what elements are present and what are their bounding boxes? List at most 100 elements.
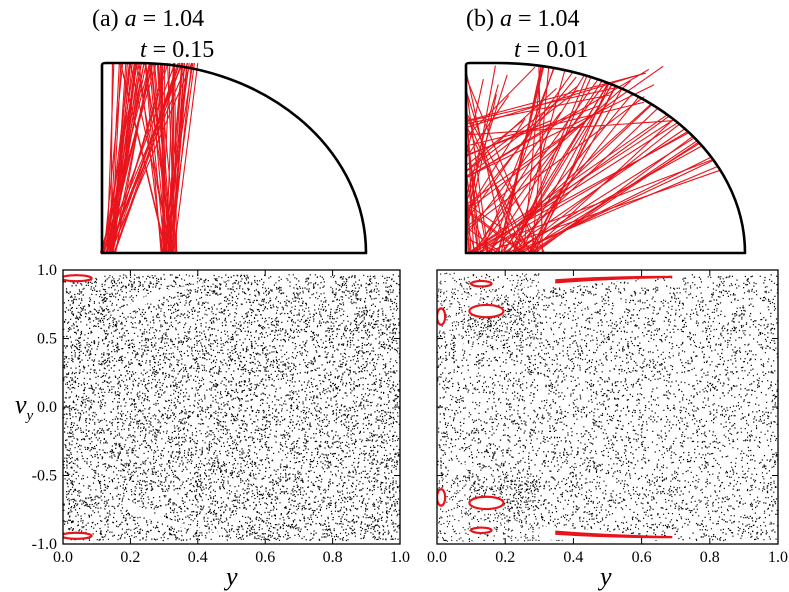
y-tick-label: -0.5 <box>32 468 57 485</box>
orbit-chord <box>465 238 501 254</box>
x-tick-label: 0.0 <box>53 549 73 566</box>
orbit-chord <box>174 62 178 254</box>
x-tick-label: 0.8 <box>323 549 343 566</box>
orbit-chord <box>136 62 171 254</box>
y-tick-label: 0.5 <box>37 331 57 348</box>
orbit-chord <box>105 62 145 254</box>
orbit-chord <box>465 120 524 166</box>
x-tick-label: 0.8 <box>700 549 720 566</box>
orbit-chord <box>148 62 168 254</box>
orbit-chord <box>465 124 531 254</box>
orbit-chord <box>530 88 623 254</box>
orbit-chord <box>106 62 130 254</box>
orbit-chord <box>144 62 175 254</box>
x-tick-label: 0.6 <box>255 549 275 566</box>
orbit-chord <box>465 114 524 254</box>
orbit-chord <box>465 94 610 125</box>
x-tick-label: 0.0 <box>427 549 447 566</box>
orbit-chord <box>120 62 168 254</box>
orbit-chord <box>465 95 510 159</box>
panel-b-title-line1: (b) a = 1.04 <box>466 6 580 32</box>
x-tick-label: 0.4 <box>563 549 583 566</box>
kam-island <box>469 279 493 288</box>
orbit-chord <box>465 85 578 173</box>
orbit-chord <box>465 89 579 178</box>
phase-portrait-b: 0.0 0.2 0.4 0.6 0.8 1.0 <box>427 269 788 566</box>
orbit-chord <box>465 208 525 254</box>
billiard-b <box>464 61 747 255</box>
orbit-chord <box>467 132 690 254</box>
orbit-chord <box>465 84 655 178</box>
orbit-chord <box>169 62 188 254</box>
orbit-chord <box>156 62 170 254</box>
orbit-chord <box>512 75 588 254</box>
orbit-chord <box>465 66 536 138</box>
regular-region <box>437 478 540 542</box>
y-axis-label: vy <box>15 390 34 424</box>
orbit-chord <box>170 62 193 254</box>
orbit-chord <box>465 101 645 147</box>
regular-region <box>454 464 475 471</box>
orbit-chord <box>173 62 199 254</box>
orbit-chord <box>149 62 172 254</box>
billiard-boundary <box>464 61 747 255</box>
x-axis-label-a: y <box>223 562 238 591</box>
orbit-trajectory <box>465 65 721 254</box>
x-tick-label: 0.6 <box>632 549 652 566</box>
orbit-chord <box>483 169 721 254</box>
orbit-chord <box>465 84 499 198</box>
panel-a-title-line2: t = 0.15 <box>140 37 214 63</box>
orbit-chord <box>497 66 544 254</box>
regular-region <box>120 279 239 316</box>
x-tick-label: 0.2 <box>120 549 140 566</box>
y-tick-label: 0.0 <box>37 399 57 416</box>
orbit-chord <box>110 62 145 254</box>
x-tick-label: 0.2 <box>495 549 515 566</box>
kam-island <box>63 531 93 540</box>
panel-a-title-line1: (a) a = 1.04 <box>92 6 204 32</box>
orbit-chord <box>529 140 698 254</box>
orbit-chord <box>465 120 673 136</box>
billiard-a <box>99 61 368 255</box>
orbit-chord <box>145 62 166 254</box>
orbit-chord <box>465 111 562 236</box>
orbit-chord <box>488 80 603 254</box>
orbit-chord <box>493 104 653 254</box>
orbit-chord <box>467 114 668 254</box>
orbit-chord <box>168 62 185 254</box>
orbit-chord <box>99 62 157 254</box>
x-axis-label-b: y <box>597 562 612 591</box>
regular-region <box>120 498 239 535</box>
x-tick-label: 1.0 <box>390 549 410 566</box>
kam-island <box>63 274 93 283</box>
kam-island <box>437 488 447 507</box>
orbit-chord <box>465 65 664 206</box>
orbit-chord <box>465 72 647 122</box>
regular-region <box>454 343 475 350</box>
x-tick-label: 0.4 <box>188 549 208 566</box>
orbit-chord <box>534 135 694 254</box>
kam-island <box>468 495 505 511</box>
orbit-chord <box>465 105 600 156</box>
orbit-chord <box>490 67 555 254</box>
orbit-chord <box>523 65 542 254</box>
orbit-trajectory <box>99 62 199 254</box>
x-tick-label: 1.0 <box>768 549 788 566</box>
orbit-chord <box>465 80 631 229</box>
orbit-chord <box>109 62 169 254</box>
sticky-orbits <box>437 272 541 542</box>
billiard-boundary <box>100 61 368 255</box>
orbit-chord <box>110 62 136 254</box>
y-tick-label: -1.0 <box>32 536 57 553</box>
kam-island <box>469 526 493 535</box>
regular-region <box>437 272 540 336</box>
orbit-chord <box>465 96 645 231</box>
orbit-chord <box>114 62 183 254</box>
kam-island <box>468 303 505 319</box>
orbit-chord <box>103 62 124 254</box>
y-tick-label: 1.0 <box>37 262 57 279</box>
orbit-chord <box>529 85 617 254</box>
orbit-chord <box>465 112 546 254</box>
phase-portrait-a: 0.0 0.2 0.4 0.6 0.8 1.0 -1.0 -0.5 0.0 0.5 1.0 <box>32 262 410 566</box>
